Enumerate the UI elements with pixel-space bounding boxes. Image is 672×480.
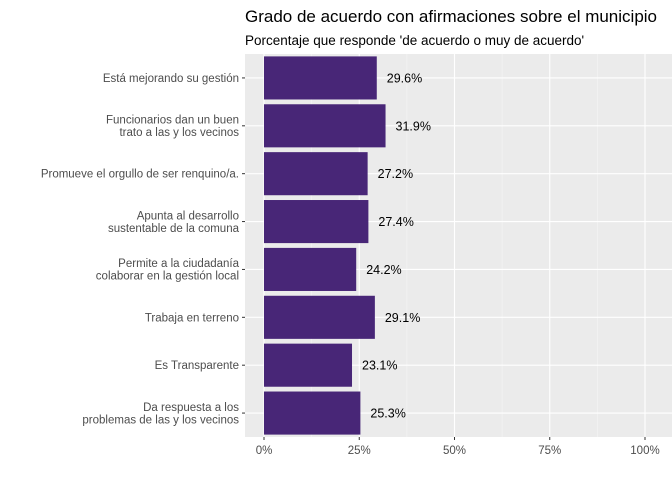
x-tick-label: 0% bbox=[256, 445, 273, 457]
data-label: 27.4% bbox=[378, 215, 413, 229]
category-label: Permite a la ciudadanía colaborar en la g… bbox=[96, 258, 240, 283]
category-label: Promueve el orgullo de ser renquino/a. bbox=[41, 169, 239, 181]
x-tick-label: 25% bbox=[348, 445, 371, 457]
category-label: Es Transparente bbox=[155, 360, 239, 372]
chart-title: Grado de acuerdo con afirmaciones sobre … bbox=[245, 7, 657, 26]
bar bbox=[264, 152, 368, 196]
chart-subtitle: Porcentaje que responde 'de acuerdo o mu… bbox=[245, 33, 584, 48]
x-axis: 0% 25% 50% 75% 100% bbox=[256, 437, 660, 457]
y-axis: Está mejorando su gestión Funcionarios da… bbox=[41, 73, 245, 426]
data-label: 31.9% bbox=[396, 119, 431, 133]
data-label: 27.2% bbox=[378, 167, 413, 181]
category-label: Da respuesta a los problemas de las y los… bbox=[82, 402, 239, 427]
bar bbox=[264, 295, 375, 339]
data-label: 29.6% bbox=[387, 71, 422, 85]
bar bbox=[264, 391, 361, 435]
category-label: Funcionarios dan un buen trato a las y lo… bbox=[106, 115, 239, 140]
bar bbox=[264, 343, 353, 387]
bars bbox=[264, 56, 386, 435]
bar bbox=[264, 247, 357, 291]
x-tick-label: 75% bbox=[538, 445, 561, 457]
category-label: Apunta al desarrollo sustentable de la co… bbox=[108, 210, 240, 235]
data-labels: 29.6% 31.9% 27.2% 27.4% 24.2% 29.1% 23.1% 25.3% bbox=[362, 71, 431, 420]
category-label: Trabaja en terreno bbox=[145, 312, 239, 324]
bar bbox=[264, 104, 386, 148]
category-label: Está mejorando su gestión bbox=[103, 73, 239, 85]
x-tick-label: 100% bbox=[630, 445, 659, 457]
data-label: 25.3% bbox=[370, 407, 405, 421]
grid-lines bbox=[245, 54, 672, 437]
data-label: 29.1% bbox=[385, 311, 420, 325]
data-label: 23.1% bbox=[362, 359, 397, 373]
data-label: 24.2% bbox=[366, 263, 401, 277]
bar bbox=[264, 200, 369, 244]
x-tick-label: 50% bbox=[443, 445, 466, 457]
bar bbox=[264, 56, 377, 100]
